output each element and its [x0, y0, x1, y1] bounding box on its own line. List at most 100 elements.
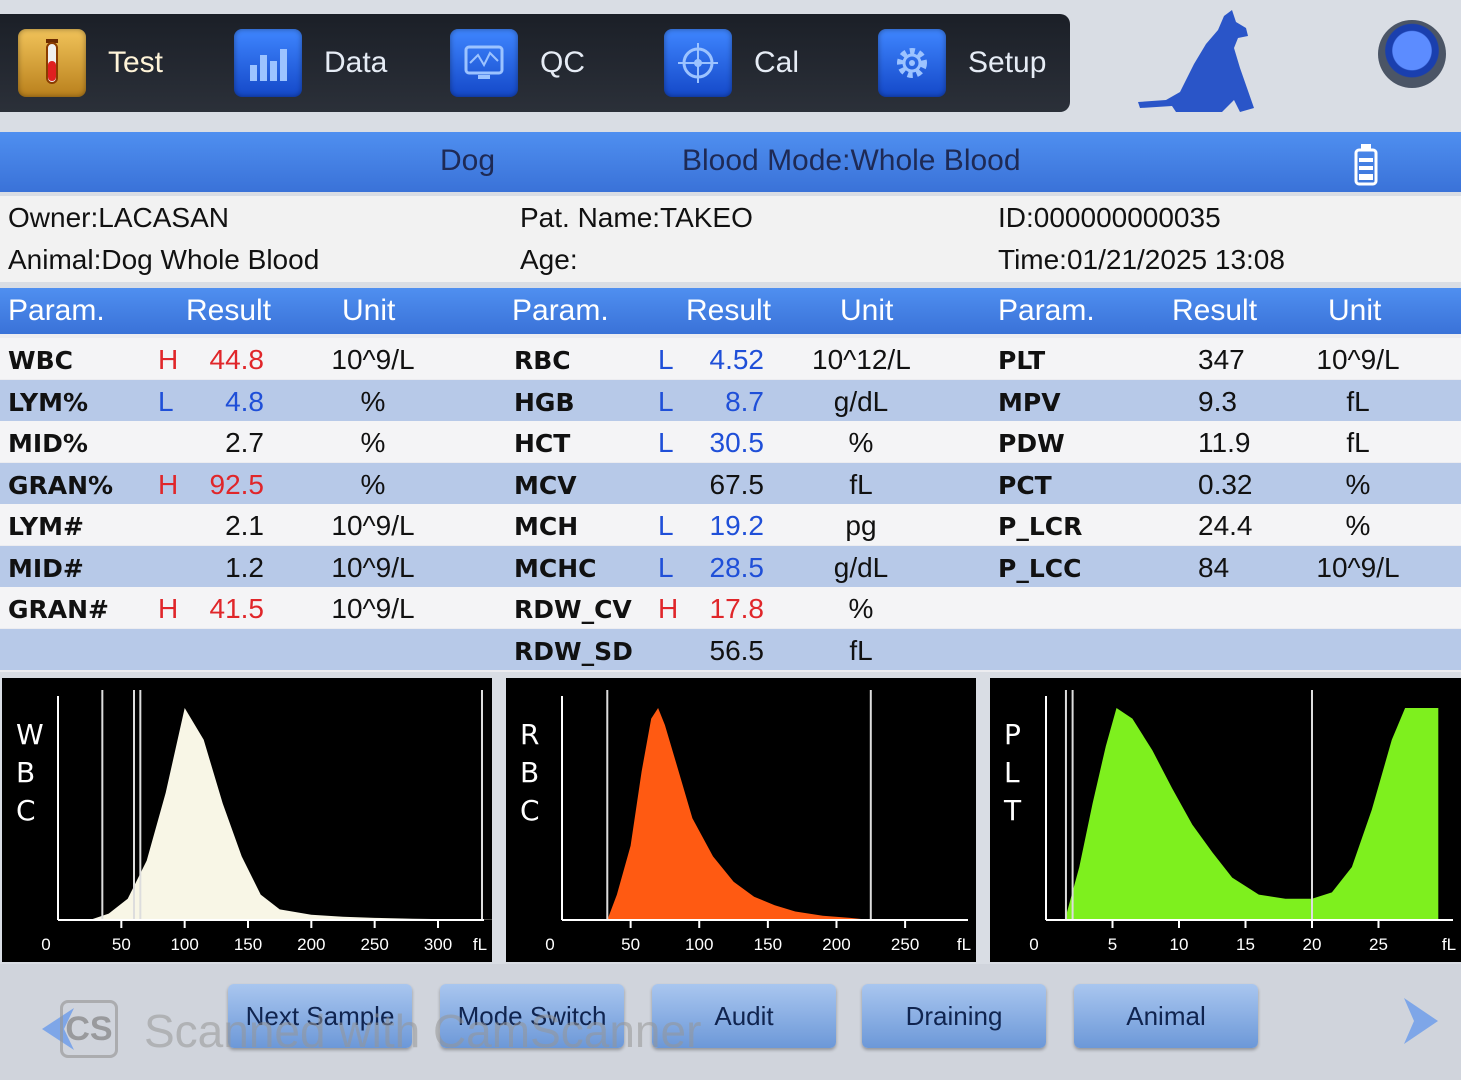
rbc-histogram-svg: RBC 0 50 100 150 200 250 fL [520, 690, 971, 954]
param-name: MCHC [514, 553, 597, 583]
x-tick-label: 50 [621, 935, 640, 954]
tab-data[interactable]: Data [234, 28, 387, 98]
x-tick-label: 150 [234, 935, 262, 954]
patient-info: Owner:LACASAN Pat. Name:TAKEO ID:0000000… [0, 196, 1461, 282]
param-name: LYM% [8, 387, 89, 417]
bar-chart-icon [234, 29, 302, 97]
plt-histogram: P L T 0 5 10 15 20 25 fL [990, 678, 1461, 962]
histogram-ylabel-letter: L [1004, 756, 1020, 789]
result-value: 17.8 [709, 593, 765, 624]
param-name: MCH [514, 512, 579, 541]
result-value: 44.8 [209, 344, 265, 375]
param-name: MCV [514, 470, 577, 500]
result-flag: L [658, 385, 674, 417]
arrow-left-icon[interactable] [34, 1004, 80, 1059]
power-button[interactable] [1378, 20, 1446, 88]
x-tick-label: 200 [822, 935, 850, 954]
histogram-ylabel-letter: B [16, 756, 35, 789]
audit-button[interactable]: Audit [652, 984, 836, 1048]
bottom-bar: Next Sample Mode Switch Audit Draining A… [0, 964, 1461, 1080]
next-sample-button[interactable]: Next Sample [228, 984, 412, 1048]
param-name: GRAN# [8, 595, 109, 624]
tab-setup[interactable]: Setup [878, 28, 1046, 98]
animal-button[interactable]: Animal [1074, 984, 1258, 1048]
param-name: HGB [514, 387, 575, 417]
unit-value: fL [1346, 427, 1370, 458]
column-header: Result [1172, 294, 1258, 327]
unit-value: 10^9/L [331, 593, 415, 624]
param-name: P_LCR [998, 512, 1083, 541]
table-row: RDW_SD 56.5 fL [0, 628, 1461, 670]
result-value: 4.52 [709, 344, 765, 375]
param-name: HCT [514, 429, 571, 458]
table-row: MID# 1.2 10^9/L MCHC L 28.5 g/dL P_LCC 84 10^9/L [0, 545, 1461, 587]
crosshair-icon [664, 29, 732, 97]
x-unit-label: fL [1442, 935, 1456, 954]
x-tick-label: 100 [170, 935, 198, 954]
x-tick-label: 0 [545, 935, 554, 954]
unit-value: fL [849, 468, 873, 500]
table-row: MID% 2.7% HCT L 30.5% PDW 11.9 fL [0, 421, 1461, 462]
param-name: MID# [8, 553, 84, 583]
unit-value: % [360, 468, 386, 500]
result-value: 56.5 [709, 634, 765, 666]
param-name: PCT [998, 470, 1052, 500]
result-value: 92.5 [209, 468, 265, 500]
unit-value: g/dL [833, 385, 889, 417]
result-flag: L [658, 427, 674, 458]
unit-value: 10^9/L [331, 344, 415, 375]
mode-switch-button[interactable]: Mode Switch [440, 984, 624, 1048]
unit-value: pg [845, 510, 877, 541]
column-header: Result [186, 294, 272, 327]
histogram-ylabel-letter: P [1004, 718, 1021, 751]
x-tick-label: 100 [685, 935, 713, 954]
wbc-histogram-svg: WBC 0 50 100 150 200 250 300 fL [16, 690, 492, 954]
tab-test[interactable]: Test [18, 28, 163, 98]
plt-histogram-svg: PLT 0 5 10 15 20 25 fL [1003, 690, 1456, 954]
param-name: MID% [8, 429, 88, 458]
histogram-ylabel-letter: C [520, 794, 540, 827]
result-flag: H [158, 468, 179, 500]
result-flag: H [158, 344, 179, 375]
reagent-bottle-icon[interactable] [1352, 142, 1380, 194]
column-header: Unit [1328, 294, 1382, 327]
x-tick-label: 25 [1369, 935, 1388, 954]
result-value: 2.1 [225, 510, 264, 541]
result-value: 9.3 [1198, 385, 1237, 417]
unit-value: 10^12/L [812, 344, 911, 375]
mode-bar: Dog Blood Mode:Whole Blood [0, 132, 1461, 192]
result-value: 0.32 [1198, 468, 1253, 500]
tab-qc[interactable]: QC [450, 28, 585, 98]
table-row: LYM% L 4.8% HGB L 8.7 g/dL MPV 9.3 fL [0, 379, 1461, 421]
histogram-curve [607, 708, 871, 920]
param-name: RDW_CV [514, 595, 632, 624]
result-value: 84 [1198, 551, 1230, 583]
test-tube-icon [18, 29, 86, 97]
param-name: LYM# [8, 512, 84, 541]
result-value: 11.9 [1198, 427, 1251, 458]
result-value: 24.4 [1198, 510, 1253, 541]
param-name: RBC [514, 346, 571, 375]
table-row: LYM# 2.1 10^9/L MCH L 19.2 pg P_LCR 24.4% [0, 504, 1461, 545]
column-header: Param. [998, 294, 1095, 327]
result-value: 2.7 [225, 427, 264, 458]
result-flag: L [658, 510, 674, 541]
animal-field: Animal:Dog Whole Blood [8, 244, 320, 275]
table-row: GRAN% H 92.5% MCV 67.5 fL PCT 0.32% [0, 462, 1461, 504]
result-value: 41.5 [209, 593, 265, 624]
unit-value: % [360, 427, 386, 458]
species-label: Dog [440, 144, 496, 177]
param-name: P_LCC [998, 553, 1082, 583]
sample-id-field: ID:000000000035 [998, 202, 1221, 233]
result-value: 8.7 [725, 385, 764, 417]
tab-cal[interactable]: Cal [664, 28, 799, 98]
arrow-right-icon[interactable] [1398, 994, 1444, 1053]
monitor-icon [450, 29, 518, 97]
table-row: GRAN# H 41.5 10^9/L RDW_CV H 17.8% [0, 587, 1461, 628]
owner-field: Owner:LACASAN [8, 202, 229, 233]
draining-button[interactable]: Draining [862, 984, 1046, 1048]
x-tick-label: 50 [112, 935, 131, 954]
unit-value: 10^9/L [331, 510, 415, 541]
unit-value: % [848, 427, 874, 458]
x-tick-label: 150 [754, 935, 782, 954]
